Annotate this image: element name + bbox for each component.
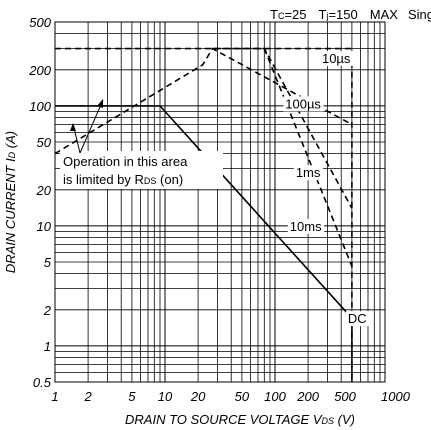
- tick-labels: 1 2 5 10 20 50 100 200 500 1000 500 200 100 50 20 10 5 2 1…: [28, 15, 410, 404]
- series-label-text: 100µs: [285, 96, 321, 111]
- annotation-line-2: is limited by RDS (on): [63, 172, 183, 187]
- series-label: 100µs: [283, 96, 324, 112]
- series-label: 10ms: [287, 218, 325, 234]
- annotation: Operation in this area is limited by RDS…: [60, 99, 223, 189]
- y-tick-label: 500: [29, 15, 51, 30]
- series-label-bg: [320, 51, 353, 67]
- series-label-text: 10ms: [290, 219, 322, 234]
- series-label-bg: [345, 311, 369, 327]
- series-label-text: 10µs: [322, 51, 351, 66]
- series-label: DC: [345, 311, 369, 327]
- y-tick-label: 2: [43, 303, 52, 318]
- x-tick-label: 2: [83, 389, 92, 404]
- x-tick-label: 200: [296, 389, 319, 404]
- grid-lines: [55, 22, 385, 382]
- annotation-arrowhead-1: [97, 99, 103, 108]
- x-tick-label: 500: [334, 389, 356, 404]
- series-label: 1ms: [293, 165, 323, 181]
- annotation-arrow-1: [79, 99, 104, 154]
- x-tick-label: 5: [128, 389, 136, 404]
- y-tick-label: 0.5: [33, 375, 52, 390]
- x-tick-label: 10: [158, 389, 173, 404]
- y-tick-label: 100: [29, 99, 51, 114]
- plot-frame: [54, 21, 386, 383]
- annotation-line-1: Operation in this area: [63, 154, 188, 169]
- series-lines: [54, 47, 353, 382]
- y-tick-label: 200: [28, 63, 51, 78]
- series-line-1: [54, 47, 353, 155]
- x-tick-label: 50: [235, 389, 250, 404]
- annotation-box: [60, 151, 223, 189]
- series-line-4: [55, 105, 353, 382]
- y-axis-title: DRAIN CURRENT ID (A): [3, 131, 18, 273]
- series-label-text: DC: [348, 311, 367, 326]
- x-tick-label: 1000: [381, 389, 411, 404]
- x-axis-title: DRAIN TO SOURCE VOLTAGE VDS (V): [125, 412, 355, 427]
- series-label-bg: [283, 96, 324, 112]
- y-tick-label: 50: [37, 135, 52, 150]
- series-line-3: [263, 48, 353, 267]
- series-label: 10µs: [320, 51, 353, 67]
- y-tick-label: 20: [36, 183, 52, 198]
- series-label-text: 1ms: [296, 165, 321, 180]
- y-tick-label: 5: [44, 255, 52, 270]
- x-tick-label: 20: [190, 389, 206, 404]
- y-tick-label: 1: [44, 339, 51, 354]
- x-tick-label: 100: [264, 389, 286, 404]
- series-line-2: [212, 47, 353, 209]
- y-tick-label: 10: [37, 219, 52, 234]
- series-label-bg: [293, 165, 323, 181]
- annotation-arrowhead-2: [70, 123, 76, 131]
- series-label-bg: [287, 218, 325, 234]
- x-tick-label: 1: [51, 389, 58, 404]
- series-labels: 10µs 100µs 1ms 10ms DC: [283, 51, 369, 327]
